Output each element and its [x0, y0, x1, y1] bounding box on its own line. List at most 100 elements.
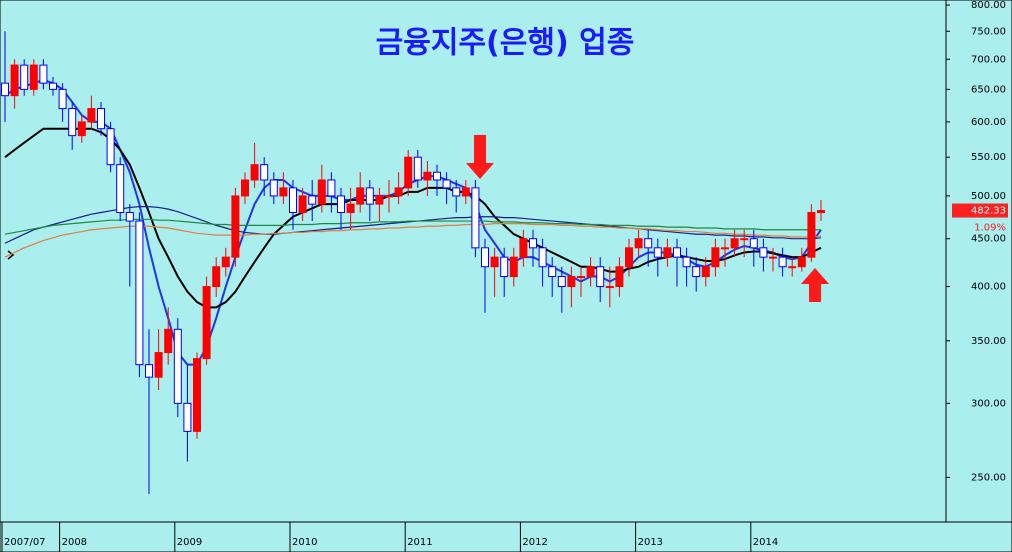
candle-body	[586, 266, 595, 278]
x-tick-label: 2009	[177, 537, 202, 548]
down-arrow	[466, 135, 494, 179]
candle-body	[221, 256, 230, 268]
candle-body	[193, 358, 201, 432]
y-tick-label: 800.00	[971, 0, 1006, 11]
candle-body	[87, 108, 96, 123]
plot-area	[0, 0, 947, 523]
candle-body	[433, 171, 441, 181]
candle-body	[58, 88, 67, 110]
up-arrow	[801, 268, 829, 302]
candle-body	[346, 203, 355, 213]
x-tick-label: 2008	[62, 537, 87, 548]
y-tick-label: 550.00	[971, 152, 1006, 163]
y-tick-label: 250.00	[971, 472, 1006, 483]
candle-body	[749, 238, 758, 249]
candle-body	[97, 108, 105, 130]
candle-body	[260, 164, 269, 181]
candle-body	[557, 276, 566, 288]
candle-body	[212, 266, 221, 288]
candle-body	[154, 352, 163, 378]
candle-body	[394, 187, 403, 197]
candle-body	[39, 64, 48, 84]
candle-body	[759, 247, 768, 258]
candle-body	[385, 195, 393, 198]
candle-body	[1, 82, 9, 97]
x-tick-label: 2012	[522, 537, 547, 548]
candle-body	[289, 187, 297, 213]
change-label: 1.09%	[974, 223, 1006, 234]
candle-body	[519, 238, 528, 258]
candle-body	[337, 195, 345, 213]
candle-body	[173, 328, 182, 404]
moving-average-line	[4, 218, 821, 235]
candle-body	[500, 256, 509, 278]
candle-body	[10, 64, 19, 97]
candle-body	[538, 247, 547, 268]
candle-body	[481, 247, 489, 268]
candle-body	[653, 247, 662, 258]
candle-body	[461, 187, 470, 197]
candle-body	[663, 247, 672, 258]
candle-body	[49, 82, 57, 90]
y-tick-label: 700.00	[971, 54, 1006, 65]
x-tick-label: 2007/07	[4, 537, 46, 548]
candle-body	[231, 195, 240, 258]
candle-body	[356, 187, 365, 205]
y-axis-area	[945, 0, 1012, 523]
y-tick-label: 300.00	[971, 398, 1006, 409]
candle-body	[125, 211, 134, 222]
candle-body	[682, 256, 691, 268]
candle-body	[145, 364, 153, 378]
candle-body	[788, 266, 797, 269]
candle-body	[202, 286, 211, 360]
candle-body	[721, 247, 729, 250]
candle-body	[701, 266, 710, 278]
candle-body	[250, 164, 259, 181]
candle-body	[308, 195, 317, 205]
candle-body	[605, 286, 614, 289]
y-tick-label: 400.00	[971, 282, 1006, 293]
y-tick-label: 750.00	[971, 26, 1006, 37]
candle-body	[769, 256, 777, 259]
candle-body	[106, 128, 115, 166]
candle-body	[20, 64, 29, 90]
x-tick-label: 2010	[292, 537, 317, 548]
candle-body	[634, 238, 643, 249]
candle-body	[68, 108, 77, 137]
candle-body	[452, 187, 461, 197]
candle-body	[317, 179, 326, 205]
candle-body	[375, 195, 384, 205]
y-tick-label: 350.00	[971, 336, 1006, 347]
candle-body	[365, 187, 374, 205]
candle-body	[116, 164, 125, 213]
y-tick-label: 500.00	[971, 191, 1006, 202]
candle-body	[711, 247, 720, 268]
candle-body	[279, 187, 288, 197]
candle-body	[29, 64, 38, 90]
candle-body	[778, 256, 787, 268]
x-tick-label: 2014	[753, 537, 778, 548]
candle-body	[471, 187, 480, 249]
y-tick-label: 650.00	[971, 84, 1006, 95]
candle-body	[673, 247, 681, 258]
y-tick-label: 450.00	[971, 234, 1006, 245]
last-price-box	[952, 203, 1008, 218]
y-tick-label: 600.00	[971, 117, 1006, 128]
x-axis-area	[0, 521, 1012, 552]
chart-title: 금융지주(은행) 업종	[376, 26, 635, 61]
candle-body	[548, 266, 557, 278]
candle-body	[730, 238, 739, 249]
candle-body	[77, 121, 86, 137]
candle-body	[644, 238, 653, 249]
candle-body	[327, 179, 336, 197]
candle-body	[298, 195, 307, 213]
candle-body	[625, 247, 633, 268]
candle-body	[404, 156, 413, 189]
candle-body	[567, 276, 576, 288]
candle-body	[529, 238, 537, 249]
candle-body	[797, 256, 806, 268]
x-tick-label: 2011	[407, 537, 432, 548]
x-tick-label: 2013	[638, 537, 663, 548]
candle-body	[490, 256, 499, 268]
